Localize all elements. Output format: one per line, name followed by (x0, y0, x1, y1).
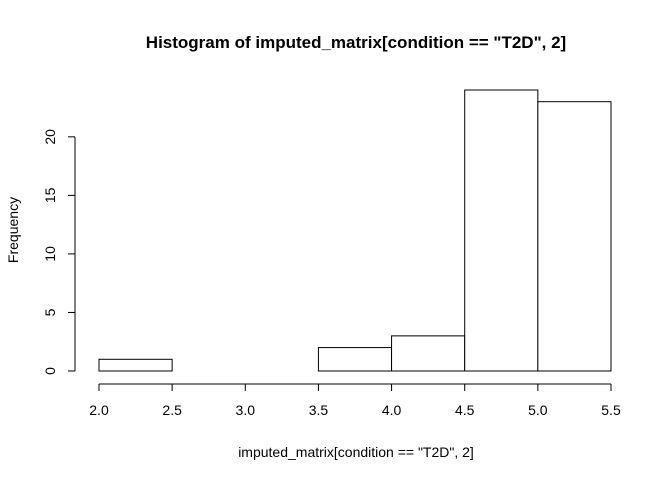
histogram-bar-5 (464, 89, 539, 372)
x-tick-label-3: 3.5 (309, 402, 329, 418)
y-tick-label-0: 0 (42, 367, 58, 375)
x-tick-label-7: 5.5 (601, 402, 621, 418)
histogram-bar-6 (537, 101, 612, 372)
x-tick-label-4: 4.0 (382, 402, 402, 418)
bars-group (98, 89, 612, 372)
y-axis: 0 5 10 15 20 (42, 129, 76, 375)
x-tick-label-6: 5.0 (528, 402, 548, 418)
y-tick-label-3: 15 (42, 187, 58, 203)
x-tick-label-1: 2.5 (162, 402, 182, 418)
x-tick-label-2: 3.0 (236, 402, 256, 418)
y-axis-label: Frequency (5, 197, 21, 263)
x-axis-label: imputed_matrix[condition == "T2D", 2] (238, 444, 474, 460)
x-tick-label-5: 4.5 (455, 402, 475, 418)
x-axis: 2.0 2.5 3.0 3.5 4.0 4.5 5.0 5.5 (89, 383, 621, 418)
histogram-bar-0 (98, 358, 173, 372)
y-tick-label-1: 5 (42, 308, 58, 316)
x-tick-label-0: 2.0 (89, 402, 109, 418)
histogram-bar-3 (317, 347, 393, 372)
chart-title: Histogram of imputed_matrix[condition ==… (146, 33, 566, 52)
histogram-bar-4 (391, 335, 466, 372)
y-tick-label-4: 20 (42, 129, 58, 145)
y-tick-label-2: 10 (42, 246, 58, 262)
